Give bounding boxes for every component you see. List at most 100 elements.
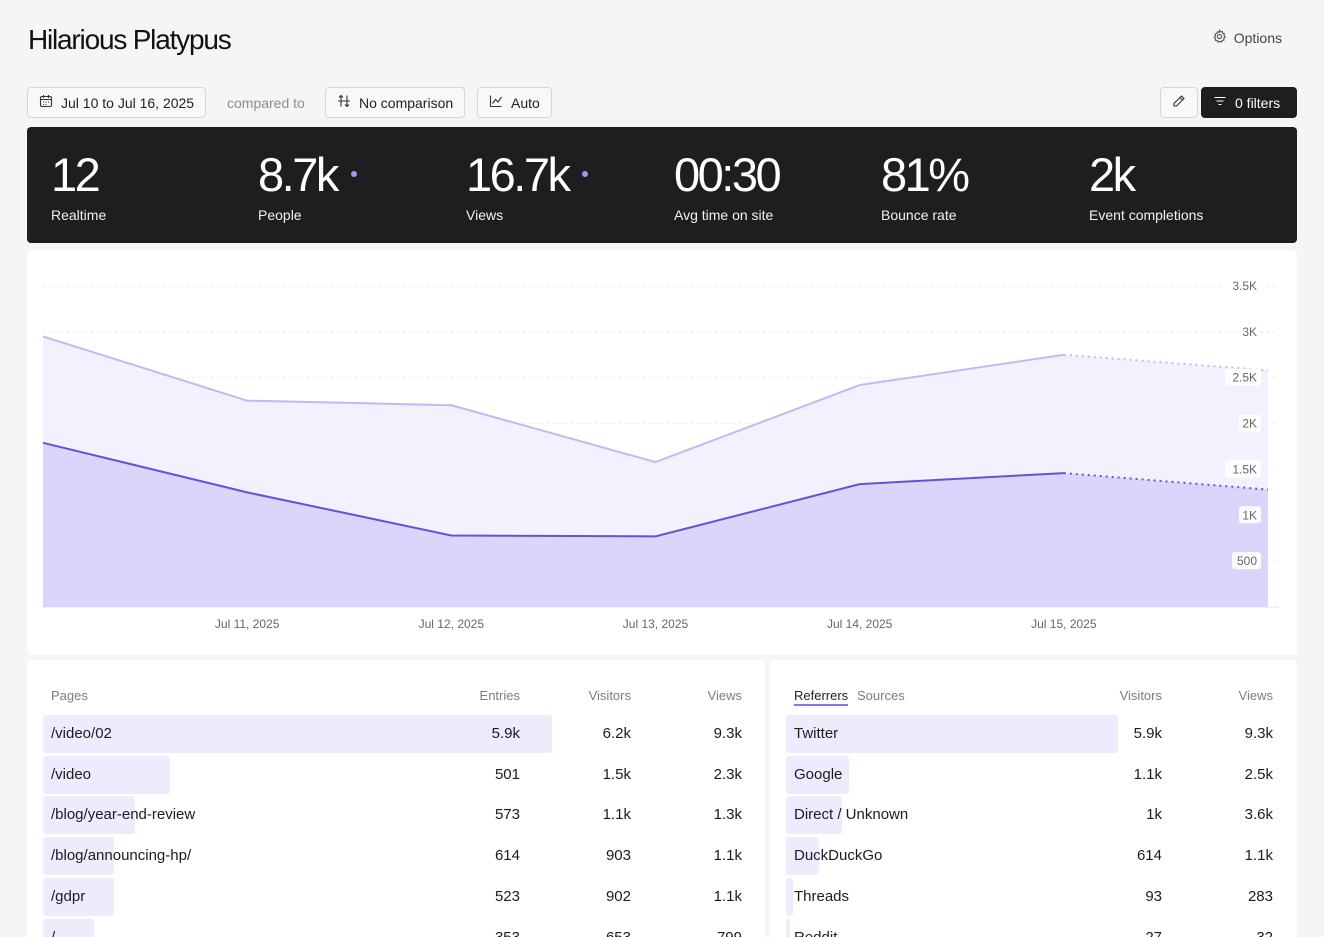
row-share-bar bbox=[43, 877, 115, 916]
table-row[interactable]: /video 501 1.5k 2.3k bbox=[43, 755, 743, 794]
row-share-bar bbox=[43, 918, 94, 937]
compare-arrows-icon bbox=[337, 94, 351, 111]
row-entries: 573 bbox=[494, 806, 520, 824]
row-visitors: 1.1k bbox=[602, 806, 631, 824]
table-row[interactable]: Twitter 5.9k 9.3k bbox=[786, 715, 1276, 753]
x-tick-label: Jul 12, 2025 bbox=[419, 617, 485, 631]
row-share-bar bbox=[786, 755, 850, 794]
row-entries: 501 bbox=[494, 765, 520, 783]
row-share-bar bbox=[786, 715, 1118, 753]
series-views-line bbox=[42, 335, 1064, 464]
stat-value: 16.7k bbox=[466, 148, 571, 201]
y-tick-label: 2.5K bbox=[1232, 371, 1257, 385]
table-row[interactable]: Reddit 27 32 bbox=[786, 918, 1276, 937]
row-views: 1.3k bbox=[713, 806, 742, 824]
y-tick-label: 3K bbox=[1242, 325, 1257, 339]
row-views: 32 bbox=[1256, 928, 1273, 937]
row-visitors: 93 bbox=[1145, 887, 1162, 905]
stat-value: 12 bbox=[51, 148, 101, 201]
options-button[interactable]: Options bbox=[1206, 27, 1288, 49]
row-views: 1.1k bbox=[713, 847, 742, 865]
table-row[interactable]: Threads 93 283 bbox=[786, 877, 1276, 916]
row-visitors: 653 bbox=[605, 928, 631, 937]
gear-icon bbox=[1212, 28, 1227, 47]
stat-label: Event completions bbox=[1089, 207, 1204, 223]
stat-value: 8.7k bbox=[258, 148, 339, 201]
row-views: 1.1k bbox=[713, 887, 742, 905]
entries-header: Entries bbox=[479, 688, 520, 703]
pages-panel: Pages Entries Visitors Views /video/02 5.… bbox=[27, 660, 765, 937]
row-label: Twitter bbox=[794, 725, 839, 742]
edit-button[interactable] bbox=[1160, 87, 1198, 118]
row-label: /video/02 bbox=[51, 725, 112, 742]
row-visitors: 5.9k bbox=[1133, 725, 1162, 742]
table-row[interactable]: DuckDuckGo 614 1.1k bbox=[786, 837, 1276, 876]
comparison-button[interactable]: No comparison bbox=[325, 87, 466, 118]
row-label: / bbox=[51, 928, 56, 937]
stat-label: Bounce rate bbox=[881, 207, 957, 223]
table-row[interactable]: /gdpr 523 902 1.1k bbox=[43, 877, 743, 916]
table-row[interactable]: Direct / Unknown 1k 3.6k bbox=[786, 796, 1276, 835]
comparison-label: No comparison bbox=[359, 94, 454, 111]
stat-people[interactable]: 8.7k People bbox=[258, 149, 357, 223]
views-header: Views bbox=[1238, 688, 1273, 703]
y-tick-label: 1K bbox=[1242, 508, 1257, 522]
row-label: DuckDuckGo bbox=[794, 847, 883, 865]
y-tick-label-bg bbox=[1225, 368, 1261, 386]
filters-label: 0 filters bbox=[1235, 94, 1281, 111]
row-views: 9.3k bbox=[713, 725, 742, 742]
stat-label: People bbox=[258, 207, 302, 223]
toolbar: Jul 10 to Jul 16, 2025 compared to No co… bbox=[27, 87, 1297, 118]
filter-lines-icon bbox=[1213, 94, 1227, 111]
stat-event-completions[interactable]: 2k Event completions bbox=[1089, 149, 1204, 224]
row-visitors: 27 bbox=[1145, 928, 1162, 937]
series-views-partial-line bbox=[1063, 353, 1269, 372]
date-range-label: Jul 10 to Jul 16, 2025 bbox=[61, 94, 195, 111]
row-visitors: 6.2k bbox=[602, 725, 631, 742]
table-row[interactable]: /blog/year-end-review 573 1.1k 1.3k bbox=[43, 796, 743, 835]
calendar-icon bbox=[39, 94, 53, 111]
y-tick-label: 1.5K bbox=[1232, 462, 1257, 476]
row-share-bar bbox=[43, 796, 135, 835]
stat-label: Views bbox=[466, 207, 504, 223]
row-views: 283 bbox=[1247, 887, 1273, 905]
interval-button[interactable]: Auto bbox=[477, 87, 552, 118]
row-visitors: 1k bbox=[1146, 806, 1162, 824]
row-label: Direct / Unknown bbox=[794, 806, 909, 824]
referrers-panel: Referrers Sources Visitors Views Twitter… bbox=[770, 660, 1297, 937]
stat-views[interactable]: 16.7k Views bbox=[466, 148, 589, 223]
row-entries: 353 bbox=[494, 928, 520, 937]
y-tick-label-bg bbox=[1232, 552, 1261, 570]
stat-value: 81% bbox=[881, 148, 970, 201]
row-label: Google bbox=[794, 765, 843, 783]
date-range-button[interactable]: Jul 10 to Jul 16, 2025 bbox=[27, 87, 207, 118]
stat-label: Realtime bbox=[51, 207, 107, 223]
y-tick-label-bg bbox=[1239, 506, 1261, 524]
series-people-line bbox=[42, 441, 1064, 538]
series-people-partial-line bbox=[1063, 472, 1269, 491]
tab-referrers[interactable]: Referrers bbox=[794, 688, 849, 706]
row-views: 2.5k bbox=[1244, 765, 1273, 783]
table-row[interactable]: Google 1.1k 2.5k bbox=[786, 755, 1276, 794]
filters-button[interactable]: 0 filters bbox=[1201, 87, 1297, 118]
row-label: /video bbox=[51, 765, 92, 783]
stat-realtime[interactable]: 12 Realtime bbox=[51, 148, 107, 224]
stat-bounce-rate[interactable]: 81% Bounce rate bbox=[881, 148, 970, 224]
table-row[interactable]: /blog/announcing-hp/614 903 1.1k bbox=[43, 837, 743, 876]
table-row[interactable]: / 353 653 799 bbox=[43, 918, 743, 937]
row-label: Threads bbox=[794, 887, 850, 905]
table-row[interactable]: /video/02 5.9k 6.2k 9.3k bbox=[43, 715, 743, 753]
row-views: 799 bbox=[716, 928, 742, 937]
views-header: Views bbox=[707, 688, 742, 703]
row-visitors: 614 bbox=[1136, 847, 1162, 865]
options-label: Options bbox=[1233, 30, 1282, 46]
row-label: Reddit bbox=[794, 928, 838, 937]
row-visitors: 902 bbox=[605, 887, 631, 905]
stat-label: Avg time on site bbox=[674, 207, 774, 223]
tab-sources[interactable]: Sources bbox=[857, 688, 905, 703]
row-share-bar bbox=[786, 837, 820, 876]
stats-bar: 12 Realtime 8.7k People 16.7k Views 00:3… bbox=[27, 127, 1297, 243]
pages-header: Pages bbox=[51, 688, 88, 703]
x-tick-label: Jul 13, 2025 bbox=[623, 617, 689, 631]
stat-avg-time[interactable]: 00:30 Avg time on site bbox=[674, 149, 782, 224]
